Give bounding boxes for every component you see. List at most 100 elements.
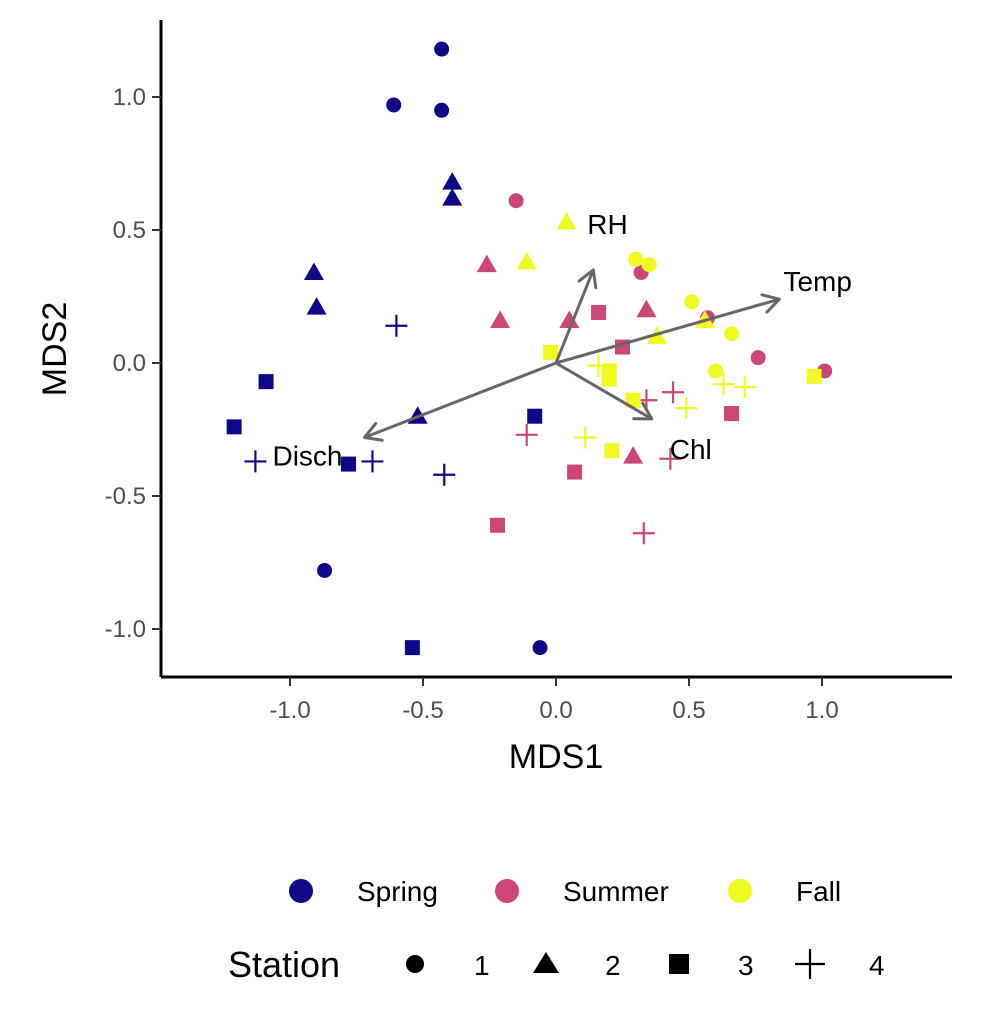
legend-label: Fall (796, 876, 841, 907)
point-spring-station-3 (341, 456, 357, 472)
point-fall-station-1 (724, 326, 740, 342)
vector-temp: Temp (555, 266, 852, 365)
point-summer-station-4 (515, 423, 538, 446)
point-fall-station-4 (675, 397, 698, 420)
x-axis-title: MDS1 (509, 738, 603, 776)
x-tick-label: 0.5 (672, 697, 705, 724)
vector-rh: RH (554, 209, 628, 364)
vector-arrowhead (577, 268, 598, 290)
point-fall-station-3 (601, 371, 617, 387)
point-spring-station-2 (442, 188, 463, 206)
legend-label: Spring (357, 876, 438, 907)
ticks-layer: -1.0 -0.5 0.0 0.5 1.0 -1.0 -0.5 0.0 0.5 1.0 (105, 84, 839, 724)
vector-chl: Chl (555, 361, 712, 465)
legend-key (406, 955, 424, 973)
point-spring-station-2 (306, 297, 327, 315)
point-spring-station-3 (226, 419, 242, 435)
vector-label: Chl (670, 434, 712, 465)
legend-key (795, 949, 825, 979)
point-fall-station-2 (556, 212, 577, 230)
legend-item-fall: Fall (728, 876, 841, 907)
x-tick-label: 1.0 (805, 697, 838, 724)
point-spring-station-4 (433, 463, 456, 486)
point-spring-station-4 (385, 314, 408, 337)
y-tick-label: 1.0 (113, 84, 146, 111)
station-legend-title: Station (228, 944, 340, 985)
point-spring-station-1 (386, 97, 402, 113)
point-spring-station-3 (404, 640, 420, 656)
y-tick-label: 0.5 (113, 217, 146, 244)
legend-label: Summer (563, 876, 669, 907)
y-tick-label: -0.5 (105, 483, 146, 510)
legend-key (495, 879, 519, 903)
point-spring-station-1 (532, 640, 548, 656)
points-layer (226, 41, 833, 656)
legend-label: 1 (474, 950, 490, 981)
series-spring (226, 41, 548, 656)
point-summer-station-2 (476, 254, 497, 273)
vector-line (555, 297, 780, 365)
point-summer-station-1 (750, 350, 766, 366)
legend-label: 2 (605, 950, 621, 981)
vector-line (555, 361, 653, 421)
vectors-layer: Temp RH Chl Disch (272, 209, 851, 472)
vector-label: Temp (783, 266, 851, 297)
point-summer-station-4 (659, 447, 682, 470)
point-spring-station-1 (434, 41, 450, 57)
point-fall-station-3 (604, 443, 620, 459)
point-fall-station-4 (574, 426, 597, 449)
point-fall-station-3 (625, 392, 641, 408)
legend-item-summer: Summer (495, 876, 669, 907)
vector-arrowhead (632, 401, 654, 421)
x-tick-label: -0.5 (402, 697, 443, 724)
point-summer-station-4 (632, 522, 655, 545)
point-spring-station-4 (244, 450, 267, 473)
vector-label: RH (587, 209, 627, 240)
vector-label: Disch (272, 440, 342, 471)
y-axis-title: MDS2 (36, 302, 74, 396)
vector-disch: Disch (272, 361, 557, 471)
vector-line (363, 361, 557, 439)
point-fall-station-2 (516, 251, 537, 270)
point-fall-station-1 (641, 257, 657, 273)
point-spring-station-1 (434, 102, 450, 118)
point-summer-station-2 (623, 446, 644, 464)
point-summer-station-1 (508, 193, 524, 209)
legend-key (669, 954, 689, 974)
point-summer-station-2 (490, 310, 511, 328)
vector-arrowhead (362, 421, 384, 442)
point-summer-station-3 (591, 304, 607, 320)
point-summer-station-3 (489, 517, 505, 533)
y-tick-label: -1.0 (105, 616, 146, 643)
point-summer-station-3 (567, 464, 583, 480)
point-spring-station-2 (442, 172, 463, 190)
point-fall-station-1 (628, 251, 644, 267)
legend-item-spring: Spring (289, 876, 438, 907)
point-fall-station-4 (733, 375, 756, 398)
point-summer-station-2 (636, 299, 657, 318)
point-spring-station-4 (361, 450, 384, 473)
point-fall-station-4 (587, 354, 610, 377)
point-spring-station-2 (303, 262, 324, 281)
series-fall (516, 212, 822, 459)
point-fall-station-4 (712, 373, 735, 396)
season-legend: Spring Summer Fall (289, 876, 841, 907)
point-spring-station-3 (527, 408, 543, 424)
point-fall-station-3 (806, 368, 822, 384)
legend-key (728, 879, 752, 903)
point-summer-station-4 (662, 381, 685, 404)
point-fall-station-3 (543, 344, 559, 360)
point-summer-station-2 (559, 310, 580, 328)
legend-item-station-2: 2 (533, 950, 621, 981)
x-tick-label: -1.0 (269, 697, 310, 724)
point-fall-station-1 (708, 363, 724, 379)
legend-item-station-1: 1 (406, 950, 490, 981)
point-spring-station-1 (317, 562, 333, 578)
legend-key (533, 952, 559, 973)
station-legend: Station 1 2 3 4 (228, 944, 885, 985)
legend-label: 3 (738, 950, 754, 981)
vector-line (554, 269, 595, 364)
legend-item-station-4: 4 (795, 949, 885, 981)
vector-arrowhead (760, 293, 781, 314)
